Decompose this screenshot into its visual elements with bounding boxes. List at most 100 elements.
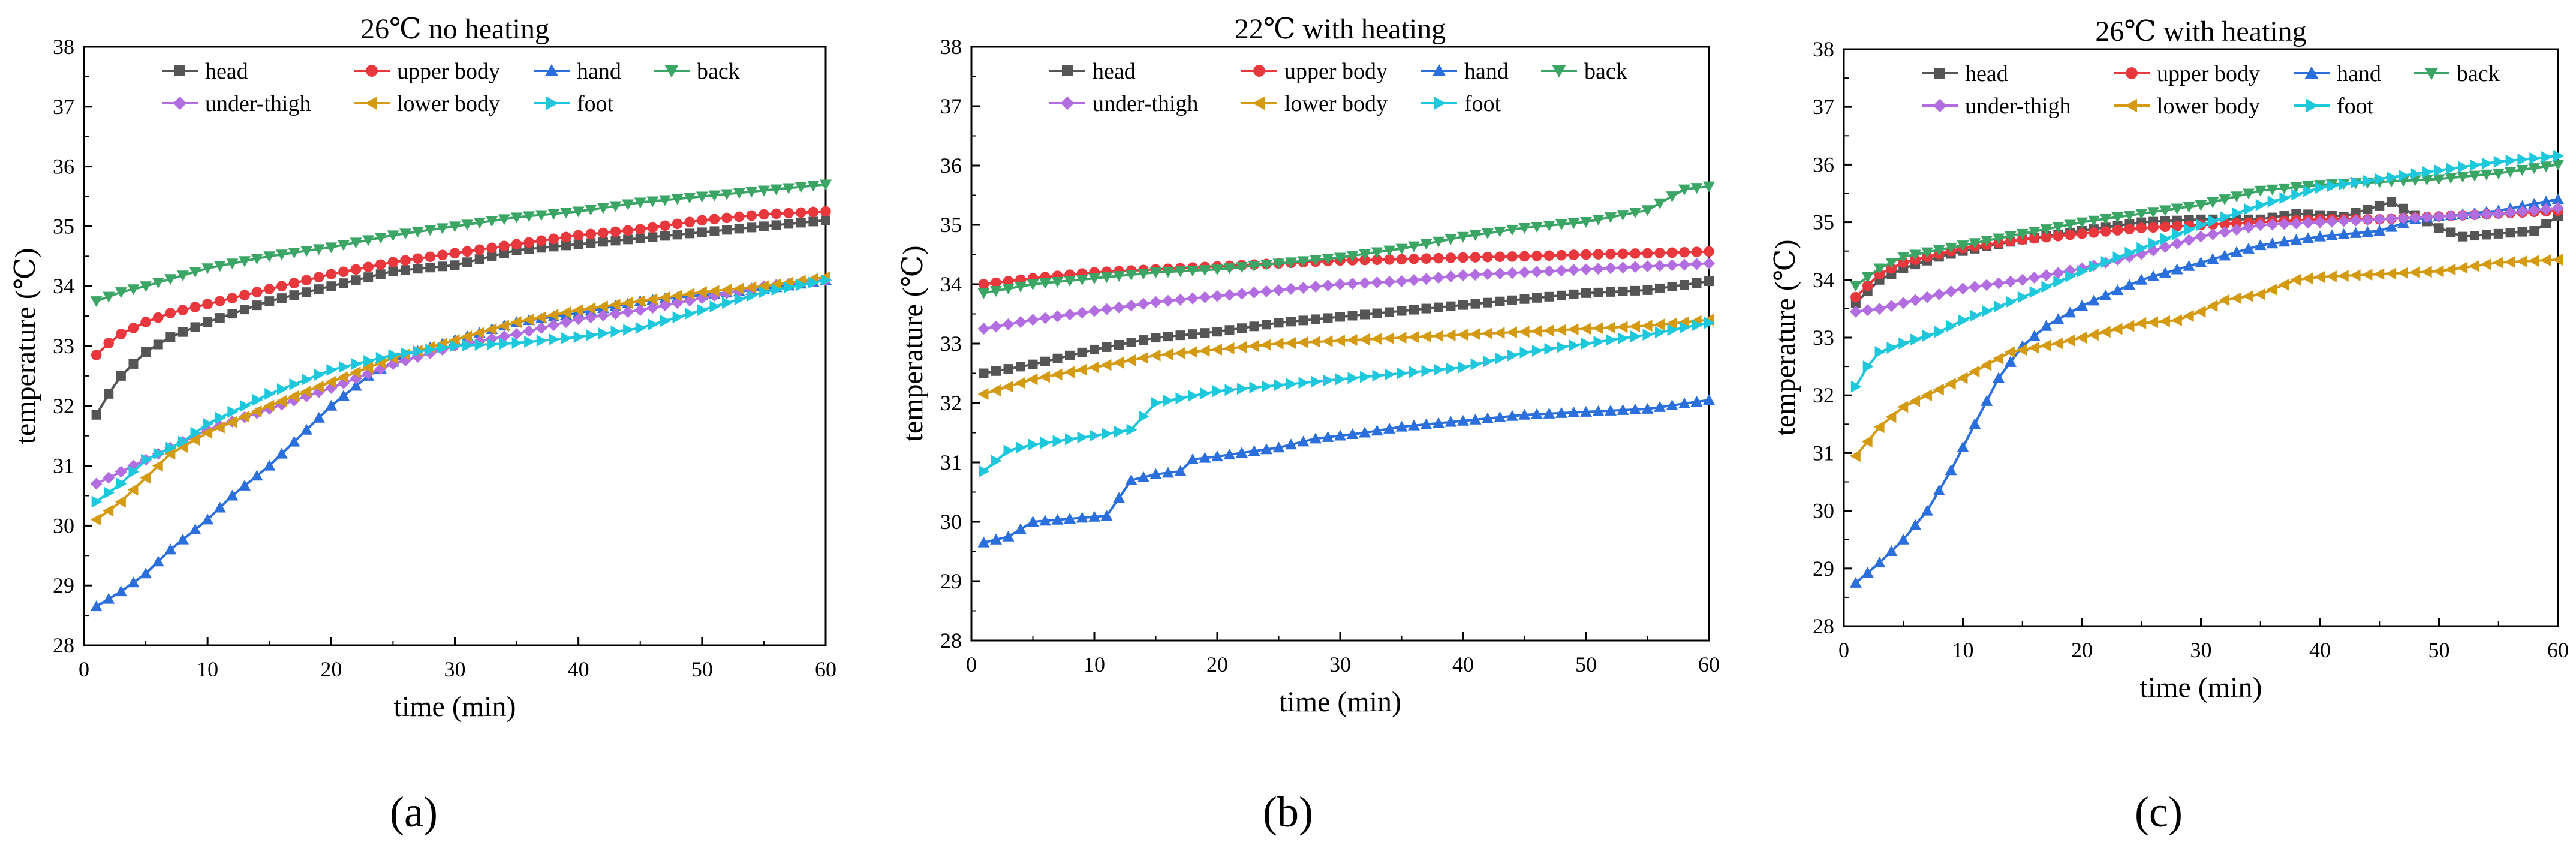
legend-item-foot: foot [534, 91, 614, 116]
data-point-head [499, 248, 509, 258]
data-point-foot [771, 284, 783, 296]
data-point-foot [2422, 166, 2433, 178]
data-point-foot [573, 331, 585, 344]
data-point-hand [2064, 306, 2077, 318]
data-point-back [350, 237, 362, 249]
legend-marker [1060, 96, 1075, 110]
data-point-head [1606, 287, 1615, 297]
data-point-head [1114, 339, 1124, 350]
data-point-upper-body [2112, 225, 2123, 236]
data-point-under-thigh [2314, 216, 2326, 228]
data-point-under-thigh [2337, 215, 2350, 227]
data-point-foot [1581, 338, 1592, 350]
data-point-head [2363, 204, 2373, 214]
data-point-back [1272, 258, 1285, 270]
series-head [979, 276, 1714, 378]
legend-item-foot: foot [1421, 91, 1501, 116]
data-point-head [141, 347, 151, 357]
data-point-back [609, 201, 622, 212]
data-point-back [498, 214, 510, 225]
data-point-back [1993, 233, 2005, 245]
series-foot [91, 274, 832, 508]
data-point-lower-body [757, 280, 769, 293]
legend-marker [544, 64, 559, 76]
data-point-back [2492, 168, 2505, 179]
data-point-lower-body [288, 390, 299, 402]
legend-label: foot [2337, 94, 2374, 119]
data-point-foot [2446, 163, 2457, 175]
legend-marker [664, 65, 679, 78]
data-point-hand [1494, 411, 1506, 422]
data-point-upper-body [1568, 249, 1579, 260]
y-tick-label: 37 [53, 95, 74, 119]
data-point-back [2504, 166, 2517, 178]
data-point-lower-body [2552, 254, 2563, 266]
data-point-foot [747, 290, 758, 302]
data-point-back [275, 249, 288, 261]
data-point-under-thigh [1617, 261, 1629, 274]
y-tick-label: 30 [53, 513, 74, 537]
data-point-back [2528, 163, 2541, 175]
data-point-back [1248, 261, 1260, 272]
data-point-lower-body [1981, 359, 1992, 371]
data-point-under-thigh [1567, 264, 1580, 276]
data-point-head [1385, 307, 1394, 317]
data-point-hand [1897, 533, 1910, 545]
data-point-hand [213, 501, 226, 513]
data-point-head [1544, 291, 1554, 302]
data-point-lower-body [300, 385, 312, 398]
data-point-under-thigh [1187, 292, 1199, 305]
data-point-lower-body [585, 302, 596, 315]
data-point-foot [1970, 309, 1981, 322]
data-point-head [1237, 323, 1247, 333]
data-point-head [734, 224, 744, 234]
data-point-hand [1383, 422, 1395, 434]
data-point-head [1274, 318, 1284, 328]
data-point-under-thigh [1580, 263, 1592, 276]
data-point-foot [2220, 211, 2231, 223]
data-point-foot [1077, 431, 1088, 444]
data-point-upper-body [177, 305, 188, 315]
data-point-hand [977, 536, 990, 548]
data-point-lower-body [2516, 255, 2527, 268]
data-point-foot [1886, 341, 1898, 354]
series-hand [977, 394, 1715, 548]
data-point-foot [1946, 320, 1957, 332]
data-point-hand [127, 576, 140, 588]
legend-label: lower body [1284, 91, 1388, 116]
data-point-foot [1151, 397, 1162, 409]
data-point-foot [1126, 423, 1137, 436]
legend-marker [1933, 98, 1947, 113]
data-point-upper-body [1359, 254, 1370, 266]
data-point-lower-body [1617, 321, 1628, 333]
data-point-upper-body [2077, 228, 2087, 239]
data-point-lower-body [473, 327, 484, 339]
data-point-back [646, 196, 659, 208]
data-point-back [1027, 279, 1039, 290]
data-point-back [1690, 183, 1703, 194]
legend-item-hand: hand [534, 59, 621, 84]
data-point-upper-body [2136, 222, 2147, 234]
data-point-head [1397, 306, 1407, 316]
data-point-lower-body [634, 295, 645, 308]
data-point-back [1297, 256, 1310, 267]
data-point-lower-body [2469, 260, 2480, 272]
data-point-under-thigh [1885, 300, 1898, 312]
data-point-foot [1557, 341, 1567, 353]
data-point-back [2433, 174, 2445, 185]
data-point-foot [1262, 380, 1272, 393]
data-point-lower-body [350, 366, 361, 378]
data-point-lower-body [523, 314, 534, 326]
data-point-foot [1618, 332, 1629, 345]
data-point-hand [1885, 545, 1898, 556]
data-point-head [1323, 313, 1333, 323]
data-point-under-thigh [1445, 270, 1457, 283]
data-point-back [1678, 184, 1690, 196]
data-point-under-thigh [597, 309, 609, 322]
data-point-head [363, 272, 374, 282]
data-point-upper-body [1371, 254, 1383, 266]
data-point-lower-body [115, 495, 126, 508]
chart-title: 26℃ no heating [360, 13, 549, 45]
y-tick-label: 34 [53, 274, 74, 298]
data-point-under-thigh [1174, 293, 1187, 306]
